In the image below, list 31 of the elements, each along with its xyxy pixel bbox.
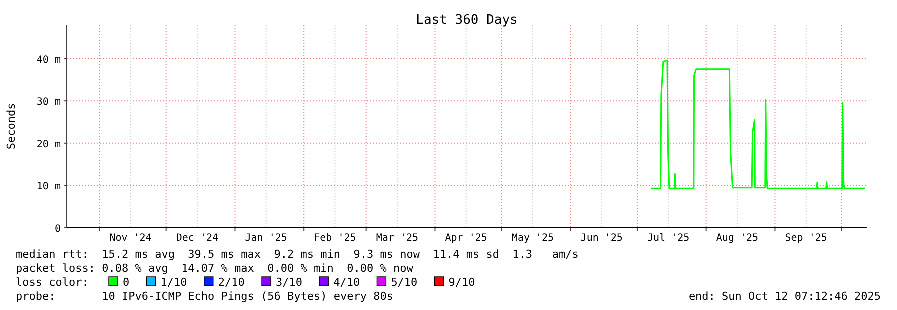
x-tick-label: Mar '25 — [376, 233, 419, 244]
x-tick-label: Nov '24 — [110, 233, 152, 244]
chart-title: Last 360 Days — [416, 13, 518, 28]
y-tick-label: 20 m — [36, 139, 61, 150]
text: packet loss: 0.08 % avg 14.07 % max 0.00 % min 0.00 % now — [16, 262, 414, 275]
x-tick-label: Jan '25 — [245, 233, 288, 244]
x-tick-label: Sep '25 — [785, 233, 828, 244]
text: probe: 10 IPv6-ICMP Echo Pings (56 Bytes) every 80s — [16, 290, 394, 303]
legend-title: loss color: — [16, 276, 89, 289]
x-tick-label: Apr '25 — [445, 233, 488, 244]
line-series — [650, 60, 866, 190]
x-tick-label: Feb '25 — [314, 233, 356, 244]
x-tick-label: Jun '25 — [580, 233, 623, 244]
y-tick-label: 40 m — [36, 54, 61, 66]
text: median rtt: 15.2 ms avg 39.5 ms max 9.2 ms min 9.3 ms now 11.4 ms sd 1.3 am/s — [16, 248, 579, 261]
legend-label: 5/10 — [391, 276, 418, 289]
text: end: Sun Oct 12 07:12:46 2025 — [688, 290, 881, 303]
legend-label: 4/10 — [334, 276, 360, 289]
legend-label: 3/10 — [276, 276, 302, 289]
x-tick-label: Aug '25 — [716, 233, 759, 244]
legend-label: 9/10 — [448, 276, 476, 289]
legend-label: 2/10 — [218, 276, 245, 289]
legend-label: 0 — [123, 276, 130, 289]
y-axis-title: Seconds — [5, 103, 18, 150]
y-tick-label: 0 — [54, 224, 61, 235]
x-tick-label: Jul '25 — [647, 233, 690, 244]
x-tick-label: Dec '24 — [176, 233, 219, 244]
y-tick-label: 30 m — [36, 97, 61, 108]
legend-label: 1/10 — [160, 276, 188, 289]
y-tick-label: 10 m — [36, 182, 61, 193]
x-tick-label: May '25 — [512, 233, 554, 244]
